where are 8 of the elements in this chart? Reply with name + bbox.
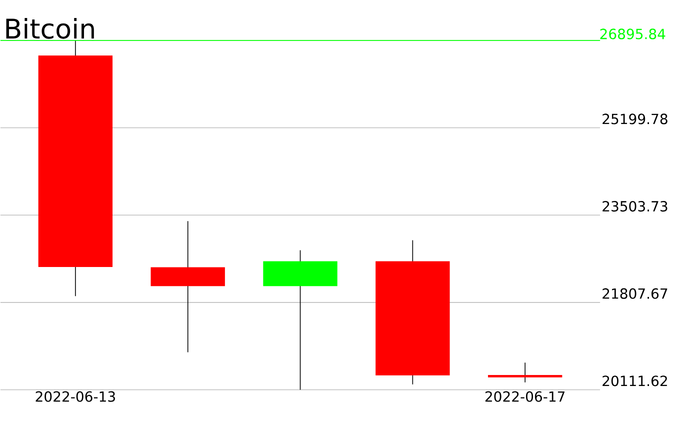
y-tick-label: 21807.67 bbox=[602, 288, 668, 300]
ref-line-label: 26895.84 bbox=[600, 28, 666, 40]
x-tick-label: 2022-06-17 bbox=[485, 391, 565, 402]
chart-title: Bitcoin bbox=[6, 18, 94, 39]
y-tick-label: 23503.73 bbox=[602, 201, 668, 212]
y-tick-label: 20111.62 bbox=[602, 376, 667, 386]
x-tick-label: 2022-06-13 bbox=[36, 391, 115, 402]
y-tick-label: 25199.78 bbox=[602, 114, 668, 124]
